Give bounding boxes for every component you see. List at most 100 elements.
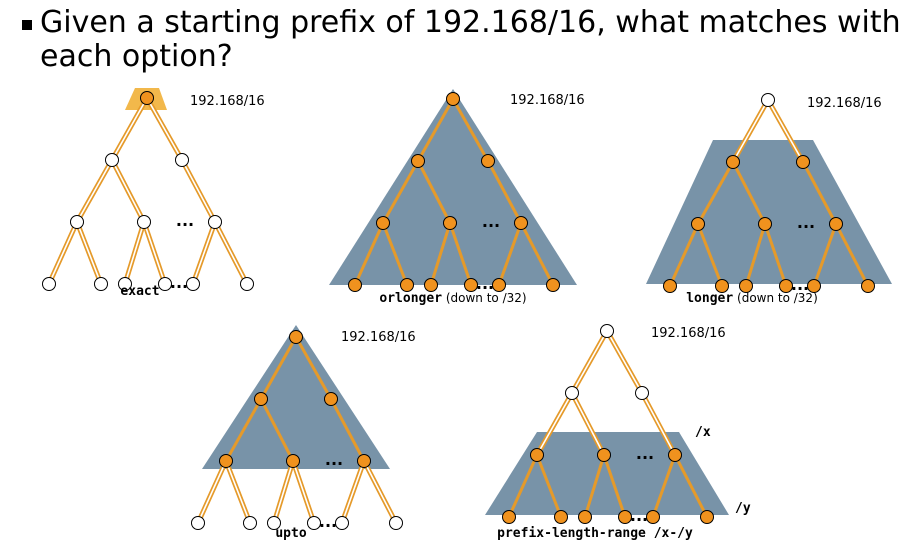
matched-node [646,510,660,524]
matched-node [668,448,682,462]
option-label: upto [275,526,306,541]
tree-edge-inner [767,99,804,163]
tree-edge-inner [536,392,573,456]
matched-node [289,330,303,344]
tree-edge [602,454,627,518]
unmatched-node [94,277,108,291]
tree-edge [451,98,490,162]
tree-edge [696,223,724,287]
matched-node [424,278,438,292]
unmatched-node [267,516,281,530]
ellipsis-leaf: ... [630,506,648,525]
ellipsis-mid: ... [325,450,343,469]
tree-edge-inner [48,221,78,285]
tree-edge-inner [146,97,183,161]
prefix-label: 192.168/16 [190,94,265,109]
slide-title: Given a starting prefix of 192.168/16, w… [40,5,901,74]
tree-edge [224,398,263,462]
matched-node [758,217,772,231]
tree-edge-inner [214,221,248,285]
option-keyword: longer [686,291,733,306]
matched-region [329,89,577,285]
panel-exact: ...... 192.168/16 exact [42,88,265,299]
matched-region [485,432,729,515]
matched-node [502,510,516,524]
unmatched-node [600,324,614,338]
tree-edge [259,336,298,400]
tree-edge-inner [292,460,315,524]
unmatched-node [175,153,189,167]
option-keyword: orlonger [379,291,442,306]
matched-node [443,216,457,230]
matched-node [446,92,460,106]
ellipsis-leaf: ... [476,274,494,293]
matched-region [202,325,390,469]
option-label: prefix-length-range /x-/y [497,526,693,541]
tree-edge-inner [143,221,166,285]
ellipsis-mid: ... [176,211,194,230]
tree-edge [673,454,709,518]
matched-node [726,155,740,169]
option-label: exact [120,284,159,299]
unmatched-node [186,277,200,291]
matched-node [492,278,506,292]
tree-edge [416,98,455,162]
matched-node [140,91,154,105]
tree-edge-inner [124,221,145,285]
matched-node [514,216,528,230]
ellipsis-mid: ... [482,212,500,231]
unmatched-node [118,277,132,291]
matched-node [286,454,300,468]
matched-node [254,392,268,406]
tree-edge [535,454,563,518]
ellipsis-leaf: ... [791,275,809,294]
unmatched-node [70,215,84,229]
ellipsis-leaf: ... [319,512,337,531]
tree-edge [381,160,420,224]
unmatched-node [42,277,56,291]
unmatched-node [208,215,222,229]
tree-edge-inner [363,460,397,524]
tree-edge-inner [606,330,643,394]
matched-node [739,279,753,293]
tree-edge [353,222,385,286]
tree-edge [486,160,523,224]
unmatched-node [307,516,321,530]
matched-node [554,510,568,524]
matched-node [324,392,338,406]
matched-node [530,448,544,462]
tree-edge-inner [76,159,113,223]
option-label: orlonger (down to /32) [379,291,526,306]
matched-node [861,279,875,293]
ellipsis-mid: ... [636,444,654,463]
option-suffix: (down to /32) [442,291,527,305]
matched-node [618,510,632,524]
ellipsis-leaf: ... [170,273,188,292]
matched-node [715,279,729,293]
unmatched-node [191,516,205,530]
tree-edge-inner [571,330,608,394]
prefix-label: 192.168/16 [807,96,882,111]
slide-heading: Given a starting prefix of 192.168/16, w… [18,6,908,74]
matched-node [578,510,592,524]
tree-edge [812,223,838,287]
tree-edge-inner [732,99,769,163]
y-marker: /y [735,501,751,516]
matched-node [663,279,677,293]
ellipsis-mid: ... [797,213,815,232]
matched-node [376,216,390,230]
tree-edge-inner [76,221,102,285]
unmatched-node [158,277,172,291]
option-suffix: (down to /32) [733,291,818,305]
matched-node [597,448,611,462]
tree-edge-inner [273,460,294,524]
panel-prefix-length-range: ...... 192.168/16/x/y prefix-length-range … [485,324,751,541]
tree-edge [259,398,295,462]
matched-node [348,278,362,292]
tree-edge [519,222,555,286]
matched-node [546,278,560,292]
unmatched-node [635,386,649,400]
tree-edge-inner [111,97,148,161]
matched-node [357,454,371,468]
